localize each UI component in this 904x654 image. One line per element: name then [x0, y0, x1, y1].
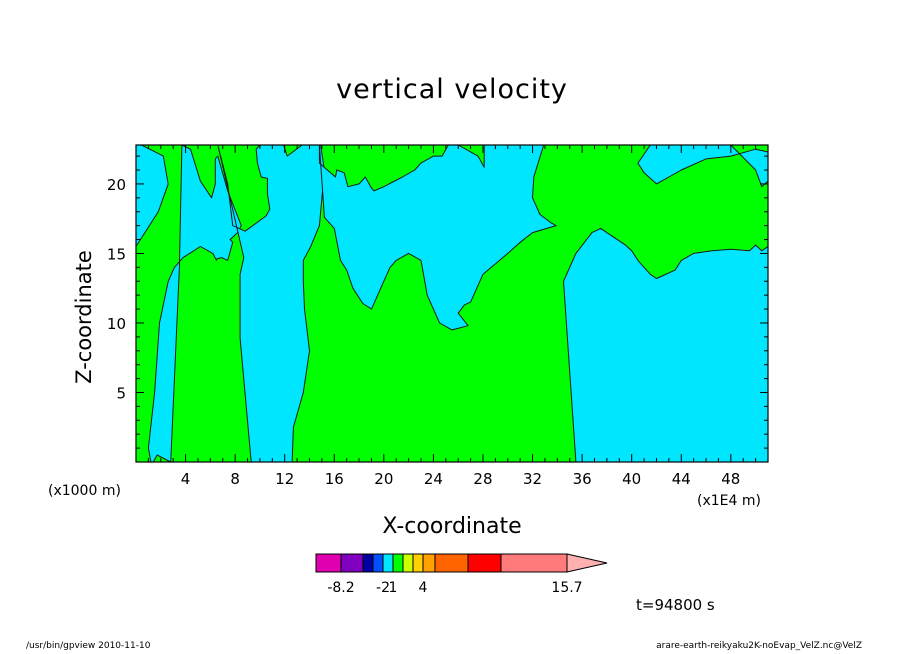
colorbar: -8.2 -21 4 15.7 [315, 553, 608, 596]
x-tick-label: 28 [473, 470, 492, 488]
colorbar-swatch [315, 553, 342, 573]
footer-source: arare-earth-reikyaku2K-noEvap_VelZ.nc@Ve… [656, 641, 862, 651]
time-label: t=94800 s [636, 596, 715, 614]
colorbar-swatch [372, 553, 384, 573]
colorbar-swatch [467, 553, 502, 573]
x-tick-label: 16 [325, 470, 344, 488]
x-tick-label: 20 [374, 470, 393, 488]
x-tick-label: 32 [523, 470, 542, 488]
x-tick-label: 12 [275, 470, 294, 488]
colorbar-swatch [500, 553, 568, 573]
x-tick-label: 40 [622, 470, 641, 488]
x-axis-label: X-coordinate [0, 514, 904, 539]
y-tick-label: 10 [107, 315, 126, 333]
colorbar-tick-label: -8.2 [327, 580, 354, 596]
colorbar-swatch [402, 553, 414, 573]
colorbar-swatch [412, 553, 424, 573]
colorbar-tick-label: 15.7 [551, 580, 582, 596]
y-axis-label: Z-coordinate [72, 250, 96, 384]
colorbar-tick-label: 4 [419, 580, 428, 596]
colorbar-swatch [362, 553, 374, 573]
colorbar-extend-arrow [566, 553, 608, 573]
chart-title: vertical velocity [336, 74, 568, 105]
contour-field [136, 145, 768, 462]
x-tick-label: 44 [672, 470, 691, 488]
footer-program: /usr/bin/gpview 2010-11-10 [26, 641, 151, 651]
x-unit-alt-label: (x1E4 m) [697, 493, 761, 509]
contour-region-downward-5 [637, 145, 768, 188]
x-unit-label: (x1000 m) [48, 483, 121, 499]
contour-region-downward-0 [136, 145, 169, 247]
contour-region-downward-2 [217, 145, 325, 462]
colorbar-tick-label: 1 [389, 580, 398, 596]
x-tick-label: 48 [721, 470, 740, 488]
x-tick-label: 24 [424, 470, 443, 488]
colorbar-tick-label: -2 [376, 580, 390, 596]
contour-region-downward-1 [147, 145, 242, 462]
x-tick-label: 36 [573, 470, 592, 488]
colorbar-swatch [422, 553, 436, 573]
plot-frame [135, 144, 769, 463]
colorbar-swatch [340, 553, 364, 573]
colorbar-swatch [382, 553, 394, 573]
contour-region-downward-3 [318, 145, 557, 331]
contour-region-downward-4 [563, 227, 768, 462]
x-tick-label: 4 [181, 470, 191, 488]
y-tick-label: 20 [107, 176, 126, 194]
x-axis-label-text: X-coordinate [382, 514, 522, 539]
colorbar-swatch [434, 553, 469, 573]
y-tick-label: 15 [107, 245, 126, 263]
y-tick-label: 5 [116, 384, 126, 402]
x-tick-label: 8 [230, 470, 240, 488]
colorbar-swatch [392, 553, 404, 573]
